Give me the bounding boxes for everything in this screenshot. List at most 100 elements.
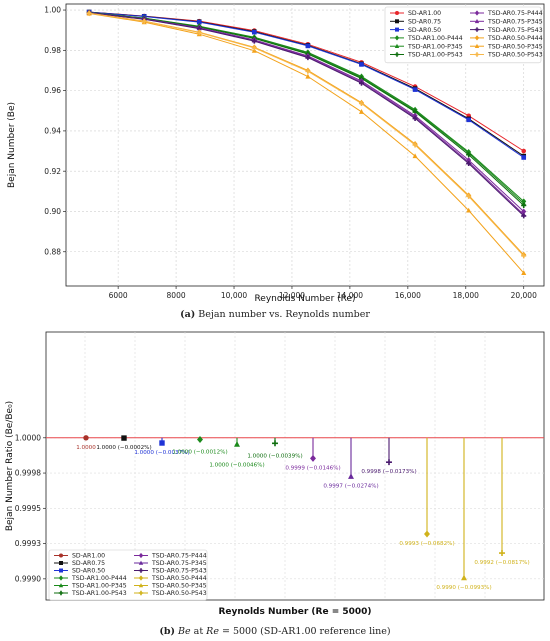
legend-label: TSD-AR0.50-P444 (151, 575, 207, 582)
legend-label: TSD-AR0.50-P345 (487, 43, 543, 50)
legend-marker (395, 11, 399, 15)
data-point (521, 202, 527, 208)
legend-marker (59, 561, 63, 565)
legend-label: SD-AR0.50 (408, 27, 441, 34)
legend-marker (474, 27, 480, 32)
x-axis-label-b: Reynolds Number (Re = 5000) (218, 607, 371, 617)
data-point (358, 109, 365, 114)
legend-a: SD-AR1.00 SD-AR0.75SD-AR0.50TSD-AR1.00-P4… (384, 6, 543, 64)
y-tick-label: 1.00 (44, 6, 61, 15)
grid-a (66, 4, 544, 286)
legend-label: TSD-AR0.75-P444 (487, 10, 543, 17)
y-tick-label: 0.9998 (15, 469, 41, 478)
legend-marker (138, 552, 144, 559)
data-label: 0.9999 (−0.0146%) (285, 465, 340, 471)
x-tick-label: 6000 (109, 291, 128, 300)
legend-marker (474, 18, 480, 24)
legend-label: TSD-AR0.50-P345 (151, 583, 207, 590)
data-point (461, 574, 467, 581)
data-point (412, 153, 418, 159)
legend-marker (138, 575, 144, 581)
ticks-a: 6000 8000 10,000 12,000 14,000 16,000 18,000 20… (44, 6, 537, 300)
legend-marker (138, 590, 144, 596)
data-point (197, 435, 203, 443)
data-point (359, 62, 364, 67)
legend-marker (395, 27, 399, 32)
legend-label: SD-AR1.00 (72, 553, 105, 560)
caption-a-tag: (a) (180, 309, 195, 320)
x-tick-label: 18,000 (453, 291, 479, 300)
stem-points-b: 1.0000 1.0000 (−0.0002%)1.0000 (−0.0037%)… (46, 435, 544, 591)
legend-marker (138, 568, 144, 573)
legend-label: TSD-AR0.50-P543 (487, 52, 543, 59)
data-point (466, 193, 472, 199)
data-point (196, 30, 202, 36)
y-tick-label: 1.0000 (15, 433, 41, 442)
data-point (466, 152, 472, 158)
legend-label: SD-AR0.75 (72, 560, 105, 567)
legend-marker (138, 560, 144, 565)
legend-box (384, 6, 542, 64)
legend-marker (138, 583, 144, 588)
data-point (159, 440, 165, 446)
legend-marker (394, 35, 400, 41)
data-point (358, 80, 365, 86)
legend-label: TSD-AR1.00-P345 (71, 583, 127, 590)
data-point (412, 115, 418, 121)
data-label: 0.9993 (−0.0682%) (399, 541, 454, 547)
y-axis-label-a: Bejan Number (Be) (7, 102, 17, 188)
x-tick-label: 12,000 (279, 291, 305, 300)
y-tick-label: 0.88 (44, 247, 61, 256)
data-label: 1.0000 (−0.0002%) (96, 445, 151, 451)
data-point (305, 43, 311, 49)
data-point (521, 155, 527, 160)
data-point (386, 459, 392, 466)
data-point (83, 435, 89, 441)
data-label: 1.0000 (76, 445, 96, 451)
legend-box (48, 549, 208, 601)
data-label: 1.0000 (−0.0037%) (134, 450, 189, 456)
data-point (466, 117, 471, 123)
legend-marker (394, 52, 400, 57)
data-label: 0.9990 (−0.0993%) (436, 585, 491, 591)
legend-marker (58, 583, 64, 588)
legend-label: TSD-AR1.00-P345 (407, 43, 463, 50)
legend-marker (474, 35, 480, 41)
legend-marker (59, 553, 63, 558)
legend-marker (58, 590, 64, 596)
data-point (305, 55, 311, 61)
x-axis-label-a: Reynolds Number (Re) (254, 294, 355, 304)
data-point (358, 100, 365, 107)
caption-b: (b) Be at Re = 5000 (SD-AR1.00 reference… (159, 626, 390, 637)
data-label: 1.0000 (−0.0012%) (172, 449, 227, 455)
data-point (466, 161, 472, 167)
data-point (348, 473, 354, 479)
data-point (196, 19, 202, 25)
legend-label: TSD-AR0.75-P543 (151, 568, 207, 575)
legend-label: TSD-AR1.00-P444 (407, 35, 463, 42)
legend-label: SD-AR1.00 (408, 10, 441, 17)
data-point (305, 73, 311, 79)
data-point (412, 142, 418, 148)
x-tick-label: 20,000 (511, 291, 537, 300)
ticks-b: 0.9990 0.9993 0.9995 0.9998 1.0000 (15, 433, 46, 583)
x-tick-label: 16,000 (395, 291, 421, 300)
legend-label: TSD-AR0.50-P543 (151, 590, 207, 597)
y-tick-label: 0.9990 (15, 574, 41, 583)
data-point (251, 45, 257, 51)
legend-marker (394, 43, 400, 48)
legend-label: TSD-AR1.00-P543 (407, 52, 463, 59)
x-tick-label: 14,000 (337, 291, 363, 300)
caption-a: (a) Bejan number vs. Reynolds number (180, 309, 370, 320)
data-point (521, 253, 527, 259)
y-tick-label: 0.96 (44, 86, 61, 95)
legend-marker (474, 43, 480, 48)
caption-b-re: Re (205, 626, 219, 637)
data-point (499, 550, 505, 556)
legend-label: SD-AR0.75 (408, 19, 441, 26)
legend-marker (59, 568, 63, 573)
caption-b-tag: (b) (159, 626, 175, 637)
data-point (521, 213, 527, 219)
legend-marker (474, 52, 480, 57)
